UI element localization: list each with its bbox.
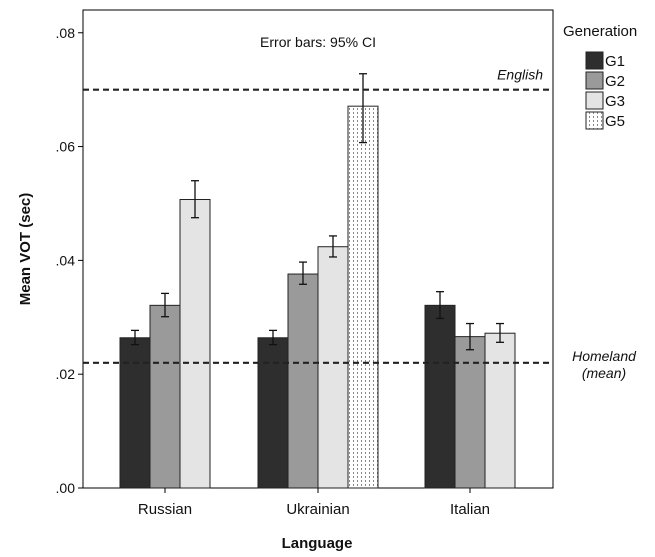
x-axis-label: Language [282, 535, 353, 552]
bar-russian-g2 [149, 304, 181, 489]
y-axis-label: Mean VOT (sec) [17, 193, 34, 306]
legend-label-g3: G3 [605, 93, 625, 110]
annotation-text: Error bars: 95% CI [260, 34, 376, 50]
y-tick-label: .08 [56, 25, 76, 41]
y-tick-label: .00 [56, 480, 76, 496]
legend-swatch-g3 [585, 91, 604, 110]
y-tick-label: .02 [56, 366, 76, 382]
legend-label-g2: G2 [605, 73, 625, 90]
bar-russian-g3 [179, 198, 211, 489]
legend-label-g5: G5 [605, 113, 625, 130]
error-bar-ukrainian-g1 [269, 329, 277, 346]
x-tick-label-ukrainian: Ukrainian [286, 501, 349, 518]
bar-italian-g2 [454, 336, 486, 489]
bar-italian-g3 [484, 332, 516, 489]
x-tick-label-italian: Italian [450, 501, 490, 518]
bar-ukrainian-g1 [257, 337, 289, 489]
reference-label-homeland-mean: Homeland (mean) [572, 348, 637, 381]
legend-title: Generation [563, 23, 637, 40]
legend: Generation G1 G2 G3 G5 [563, 23, 637, 130]
error-bar-italian-g2 [466, 322, 474, 351]
y-tick-label: .06 [56, 139, 76, 155]
legend-swatch-g1 [585, 51, 604, 70]
bar-russian-g1 [119, 337, 151, 489]
error-bar-russian-g1 [131, 329, 139, 346]
error-bar-russian-g2 [161, 292, 169, 318]
bar-ukrainian-g2 [287, 273, 319, 489]
error-bar-ukrainian-g2 [299, 261, 307, 285]
reference-label-english: English [497, 67, 543, 83]
error-bar-ukrainian-g5 [359, 73, 367, 144]
error-bar-italian-g3 [496, 322, 504, 343]
legend-label-g1: G1 [605, 53, 625, 70]
error-bar-russian-g3 [191, 180, 199, 219]
legend-swatch-g5 [585, 111, 604, 130]
error-bar-ukrainian-g3 [329, 235, 337, 258]
y-tick-label: .04 [56, 252, 76, 268]
bar-ukrainian-g5 [347, 105, 379, 489]
bar-ukrainian-g3 [317, 246, 349, 489]
error-bar-italian-g1 [436, 291, 444, 320]
bar-italian-g1 [424, 304, 456, 489]
legend-swatch-g2 [585, 71, 604, 90]
x-tick-label-russian: Russian [138, 501, 192, 518]
